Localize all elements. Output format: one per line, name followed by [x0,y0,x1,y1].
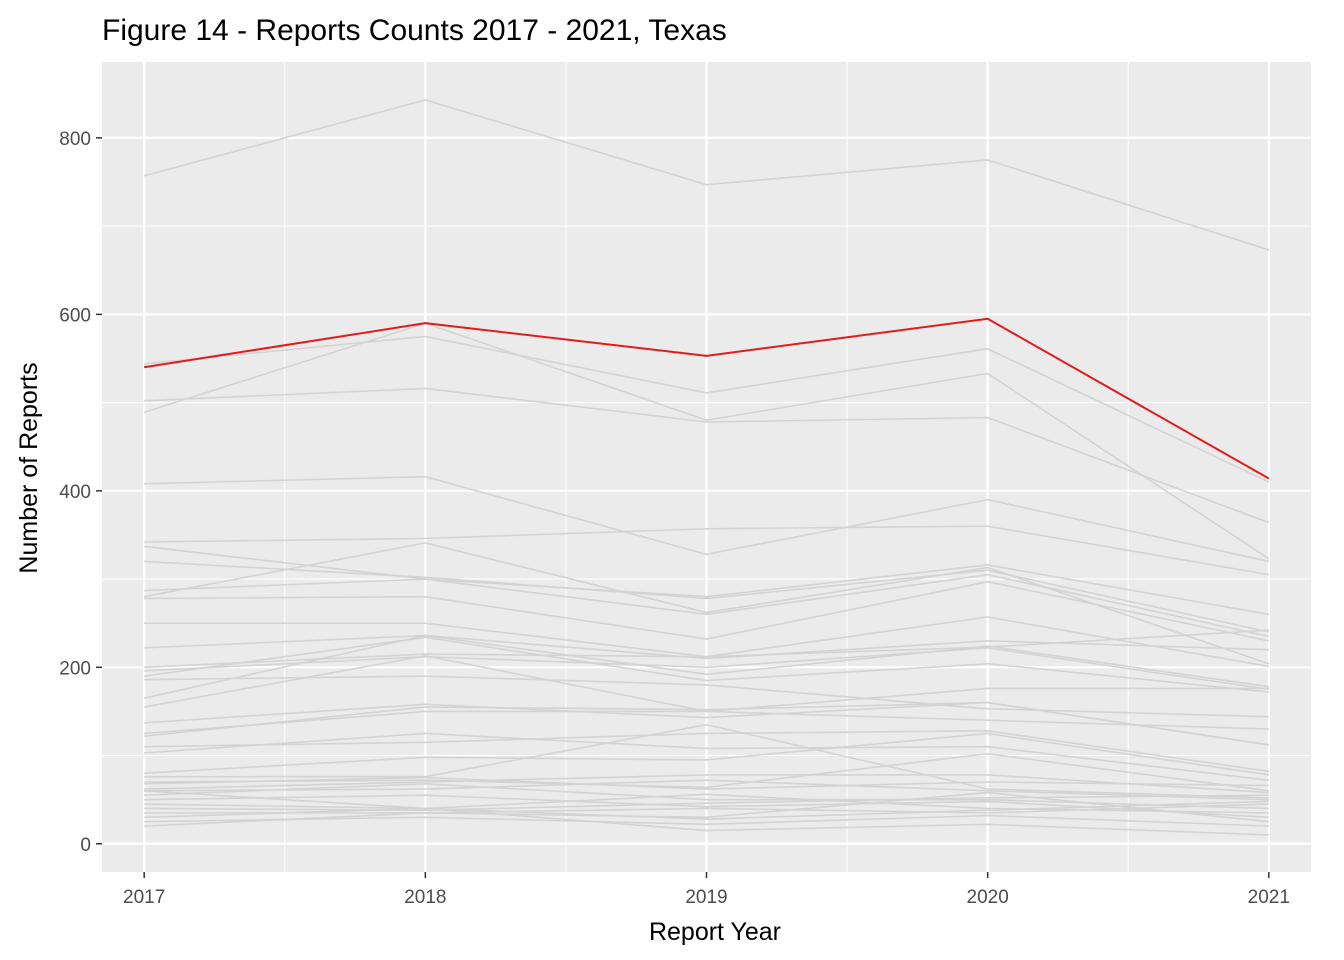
x-tick-label: 2021 [1248,887,1290,908]
series-line [144,732,1269,776]
y-axis-title: Number of Reports [15,362,43,573]
y-tick-label: 600 [59,305,91,326]
series-line [144,634,1269,699]
series-line [144,701,1269,746]
series-line [144,636,1269,693]
x-tick-label: 2018 [404,887,446,908]
highlight-series-line [144,317,1270,480]
series-line [144,730,1269,773]
series-line [144,710,1269,735]
x-axis-title: Report Year [649,918,781,946]
y-axis-ticks: 0 200 400 600 800 [59,129,102,856]
series-line [144,814,1269,827]
series-line [144,545,1269,616]
x-axis-ticks: 2017 2018 2019 2020 2021 [123,872,1290,908]
series-line [144,634,1269,660]
series-line [144,794,1269,812]
series-line [144,573,1269,638]
series-line [144,774,1269,794]
series-line [144,790,1269,820]
x-tick-label: 2019 [685,887,727,908]
series-line [144,525,1269,576]
chart-title: Figure 14 - Reports Counts 2017 - 2021, … [102,14,727,47]
y-tick-label: 200 [59,658,91,679]
y-tick-label: 800 [59,129,91,150]
series-line [144,776,1269,790]
series-line [144,387,1270,524]
series-line [144,803,1269,827]
series-line [144,675,1269,718]
series-line [144,647,1269,691]
x-tick-label: 2020 [967,887,1009,908]
series-line-texas [144,317,1270,480]
series-line [144,732,1269,782]
series-line [144,580,1269,642]
series-line [144,542,1270,665]
x-tick-label: 2017 [123,887,165,908]
series-line [144,629,1269,669]
series-line [144,475,1269,563]
series-line [144,807,1269,836]
series-line [143,99,1270,251]
series-line [144,779,1269,801]
series-line [144,791,1269,823]
other-series-lines [143,99,1270,836]
series-line [144,752,1269,792]
series-line [143,322,1270,560]
y-tick-label: 0 [80,835,91,856]
series-line [144,560,1269,633]
series-line [144,335,1270,483]
series-line [144,723,1269,799]
y-tick-label: 400 [59,482,91,503]
